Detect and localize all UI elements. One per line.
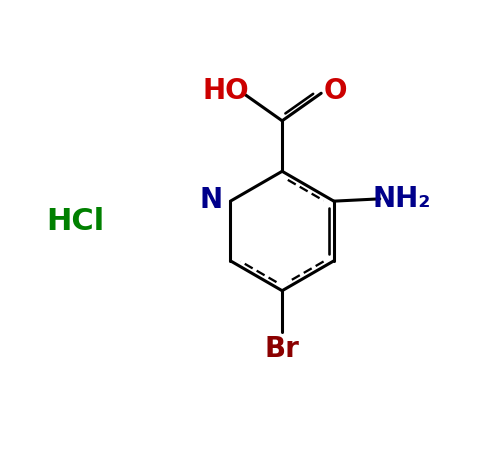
Text: N: N [199, 186, 222, 214]
Text: Br: Br [264, 335, 300, 364]
Text: O: O [324, 77, 347, 105]
Text: NH₂: NH₂ [372, 185, 431, 213]
Text: HO: HO [202, 77, 249, 105]
Text: HCl: HCl [46, 207, 104, 237]
